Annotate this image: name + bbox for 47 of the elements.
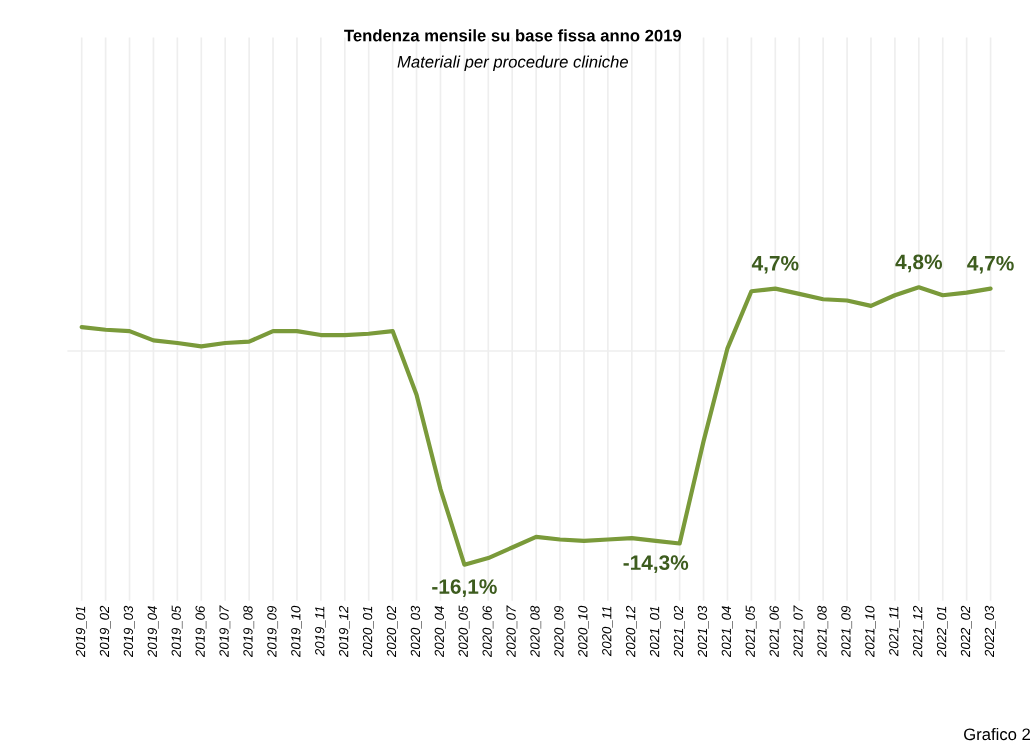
- x-tick-label: 2019_08: [243, 605, 255, 658]
- x-tick-label: 2020_02: [386, 605, 398, 658]
- x-tick-label: 2019_05: [171, 605, 183, 658]
- x-tick-label: 2021_01: [649, 606, 661, 658]
- x-tick-label: 2021_10: [865, 605, 876, 658]
- x-tick-label: 2019_09: [267, 605, 279, 658]
- data-label: 4,7%: [967, 255, 1014, 274]
- x-tick-label: 2021_09: [841, 605, 853, 658]
- x-tick-label: 2020_07: [506, 605, 518, 658]
- x-tick-label: 2020_09: [554, 605, 566, 658]
- x-tick-label: 2019_03: [123, 605, 135, 658]
- data-label: -14,3%: [623, 555, 689, 574]
- data-label: 4,7%: [751, 255, 799, 274]
- x-tick-label: 2019_01: [75, 606, 87, 658]
- x-tick-label: 2022_03: [984, 605, 996, 658]
- x-tick-label: 2019_02: [99, 605, 111, 658]
- x-tick-label: 2019_04: [147, 606, 159, 658]
- x-tick-label: 2019_11: [315, 606, 326, 657]
- x-tick-label: 2021_03: [697, 605, 709, 658]
- x-tick-label: 2019_12: [338, 605, 350, 658]
- x-tick-label: 2020_11: [602, 606, 613, 657]
- x-tick-label: 2019_06: [195, 605, 207, 658]
- x-tick-label: 2020_12: [626, 605, 637, 658]
- x-tick-label: 2021_11: [889, 606, 900, 657]
- x-tick-label: 2019_10: [291, 605, 302, 658]
- chart-subtitle: Materiali per procedure cliniche: [397, 55, 629, 72]
- x-tick-label: 2022_02: [960, 605, 972, 658]
- x-tick-label: 2020_04: [434, 606, 446, 658]
- x-tick-label: 2021_06: [769, 605, 781, 658]
- x-tick-label: 2020_03: [410, 605, 422, 658]
- data-label: -16,1%: [432, 579, 497, 597]
- x-tick-label: 2021_12: [913, 605, 924, 658]
- x-tick-label: 2020_05: [458, 605, 470, 658]
- x-tick-label: 2021_07: [793, 605, 805, 658]
- x-tick-label: 2020_08: [530, 605, 542, 658]
- data-label: 4,8%: [895, 254, 943, 273]
- text: Grafico 2: [964, 727, 1030, 741]
- x-tick-label: 2021_02: [673, 605, 685, 658]
- x-tick-label: 2021_04: [721, 606, 733, 658]
- chart-title: Tendenza mensile su base fissa anno 2019: [344, 29, 682, 42]
- x-tick-label: 2019_07: [219, 605, 231, 658]
- x-tick-label: 2020_10: [578, 605, 589, 658]
- x-tick-label: 2022_01: [936, 606, 948, 658]
- x-tick-label: 2021_05: [745, 605, 757, 658]
- x-tick-label: 2020_06: [482, 605, 494, 658]
- x-tick-label: 2020_01: [362, 606, 374, 658]
- x-tick-label: 2021_08: [817, 605, 829, 658]
